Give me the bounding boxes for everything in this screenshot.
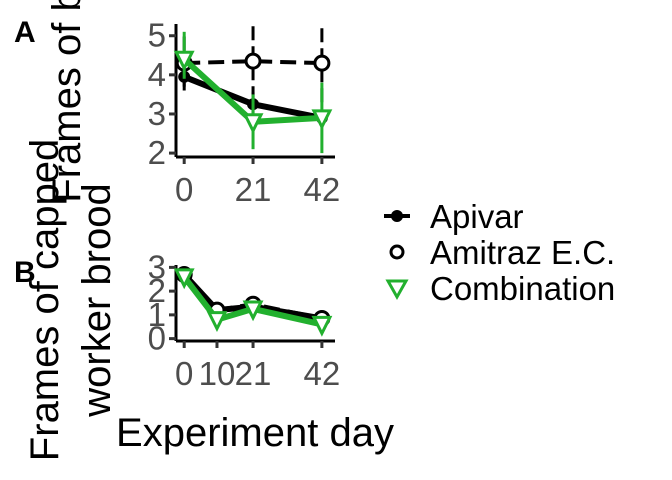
panel-b-combination-line xyxy=(181,275,323,328)
panel-b-y-tick-label: 1 xyxy=(148,296,166,333)
y-axis-title-line2: worker brood xyxy=(75,183,119,417)
panel-a-y-tick-label: 2 xyxy=(148,134,166,171)
panel-a-y-tick-label: 3 xyxy=(148,95,166,132)
panel-b-combination-point xyxy=(173,268,195,290)
panel-b-y-tick-label: 0 xyxy=(148,320,166,357)
panel-a-x-tick-label: 0 xyxy=(175,171,193,208)
panel-b-y-tick-label: 3 xyxy=(148,248,166,285)
panel-a-combination-point xyxy=(173,50,195,72)
panel-a-combination-point xyxy=(242,113,264,135)
panel-b-x-tick-label: 21 xyxy=(235,355,272,392)
panel-a-amitraz-e-c-point xyxy=(313,54,331,72)
legend-item-amitraz: Amitraz E.C. xyxy=(389,234,615,271)
panel-a-tag: A xyxy=(14,16,36,49)
y-axis-title-line1: Frames of capped xyxy=(23,139,67,461)
panel-b-tag: B xyxy=(14,256,36,289)
open-circle-icon xyxy=(389,244,405,260)
panel-b-combination-point xyxy=(242,300,264,322)
filled-circle-icon xyxy=(391,210,403,222)
legend-label-apivar: Apivar xyxy=(430,198,524,235)
panel-a-x-tick-label: 42 xyxy=(304,171,341,208)
panel-b-combination-point xyxy=(206,311,228,332)
legend-label-amitraz: Amitraz E.C. xyxy=(430,234,615,271)
panel-a-x-tick-label: 21 xyxy=(235,171,272,208)
legend: Apivar Amitraz E.C. Combination xyxy=(384,198,615,307)
x-axis-title: Experiment day xyxy=(116,411,394,455)
panel-b-x-tick-label: 0 xyxy=(175,355,193,392)
panel-b-amitraz-e-c-line xyxy=(182,273,323,321)
panel-a-y-tick-label: 4 xyxy=(148,56,166,93)
legend-label-combination: Combination xyxy=(430,270,615,307)
panel-a-y-tick-label: 5 xyxy=(148,17,166,54)
y-axis-title-overlap: Frames of b xyxy=(45,0,89,203)
open-triangle-down-icon xyxy=(385,279,409,301)
panel-b-x-tick-label: 42 xyxy=(304,355,341,392)
panel-b-combination-point xyxy=(311,315,333,337)
panel-b-x-tick-label: 10 xyxy=(199,355,236,392)
panel-a-combination-point xyxy=(311,109,333,131)
panel-a-amitraz-e-c-point xyxy=(244,52,262,70)
legend-item-combination: Combination xyxy=(385,270,615,307)
legend-item-apivar: Apivar xyxy=(384,198,524,235)
panel-b-y-tick-label: 2 xyxy=(148,272,166,309)
